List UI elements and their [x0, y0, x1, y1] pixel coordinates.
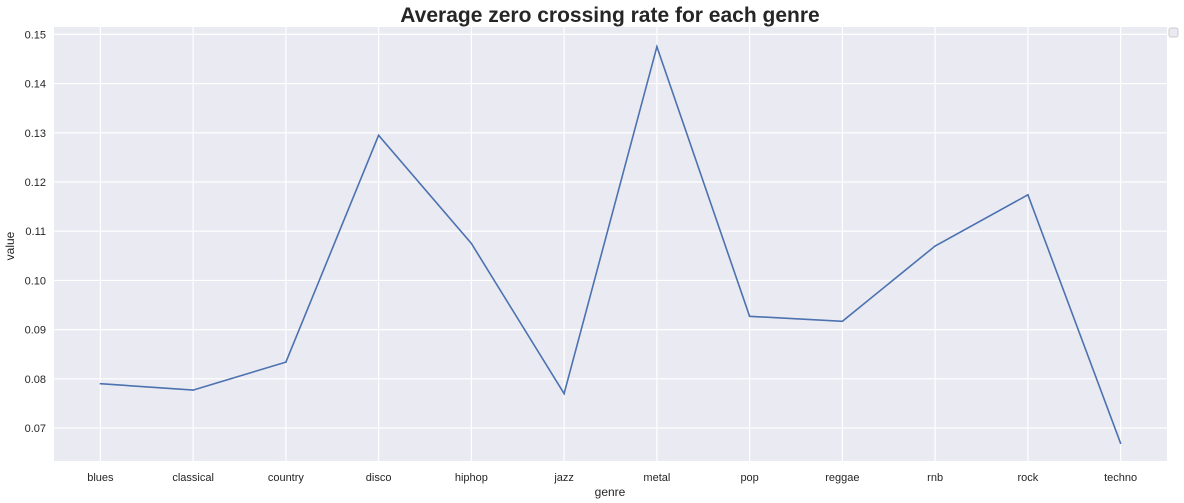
chart-title: Average zero crossing rate for each genr… [400, 4, 819, 27]
data-point [470, 242, 473, 245]
data-point [656, 45, 658, 48]
series-line [100, 43, 1122, 444]
data-point [748, 315, 751, 318]
x-tick-label: hiphop [455, 472, 488, 484]
data-point [285, 361, 287, 363]
y-axis-label: value [3, 231, 17, 260]
data-points [99, 45, 1122, 445]
data-point [841, 320, 844, 323]
y-tick-label: 0.14 [25, 79, 46, 91]
x-tick-label: jazz [553, 472, 574, 484]
data-point [563, 392, 565, 395]
y-tick-label: 0.12 [25, 177, 46, 189]
x-tick-label: reggae [825, 472, 859, 484]
y-tick-label: 0.15 [25, 29, 46, 41]
data-point [377, 134, 380, 137]
data-point [934, 245, 936, 247]
y-tick-label: 0.08 [25, 374, 46, 386]
x-tick-label: classical [172, 472, 214, 484]
plot-area [54, 27, 1167, 461]
x-tick-label: rnb [927, 472, 943, 484]
data-point [1027, 193, 1029, 196]
x-tick-label: metal [643, 472, 670, 484]
y-tick-label: 0.07 [25, 423, 46, 435]
data-point [99, 382, 102, 385]
legend-box [1168, 27, 1179, 38]
y-tick-labels: 0.07 0.08 0.09 0.10 0.11 0.12 0.13 0.14 0.15 [25, 29, 46, 435]
x-tick-label: pop [740, 472, 758, 484]
y-tick-label: 0.11 [25, 226, 46, 238]
x-tick-labels: blues classical country disco hiphop jazz meta… [87, 472, 1137, 484]
x-tick-label: blues [87, 472, 114, 484]
y-tick-label: 0.10 [25, 275, 46, 287]
x-tick-label: country [268, 472, 305, 484]
data-point [192, 389, 194, 391]
x-tick-label: disco [366, 472, 392, 484]
y-tick-label: 0.09 [25, 325, 46, 337]
x-tick-label: rock [1017, 472, 1038, 484]
x-tick-label: techno [1104, 472, 1137, 484]
x-axis-label: genre [595, 485, 626, 499]
y-tick-label: 0.13 [25, 128, 46, 140]
data-point [1119, 442, 1122, 445]
